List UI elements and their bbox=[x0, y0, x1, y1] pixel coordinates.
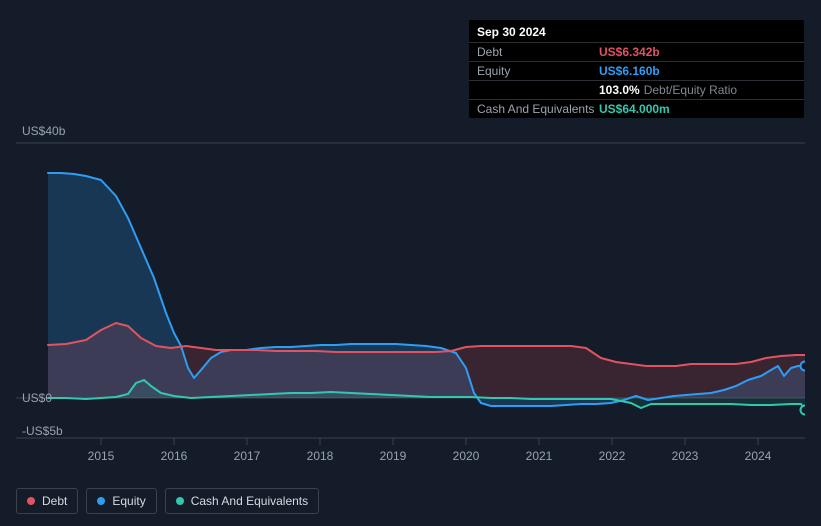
legend-item-equity[interactable]: Equity bbox=[86, 488, 156, 514]
x-axis-label: 2024 bbox=[745, 449, 772, 463]
y-axis-label: -US$5b bbox=[22, 424, 63, 438]
x-axis-label: 2020 bbox=[453, 449, 480, 463]
legend-item-debt[interactable]: Debt bbox=[16, 488, 78, 514]
tooltip-date: Sep 30 2024 bbox=[469, 20, 804, 43]
tooltip-row-value: US$6.160b bbox=[599, 65, 660, 77]
chart-svg bbox=[16, 118, 805, 446]
x-axis-label: 2016 bbox=[161, 449, 188, 463]
tooltip-row-label: Cash And Equivalents bbox=[477, 103, 599, 115]
tooltip-row-extra: Debt/Equity Ratio bbox=[644, 84, 737, 96]
chart-area bbox=[16, 118, 805, 476]
tooltip-row: DebtUS$6.342b bbox=[469, 43, 804, 62]
tooltip-row: 103.0% Debt/Equity Ratio bbox=[469, 81, 804, 100]
x-axis-label: 2019 bbox=[380, 449, 407, 463]
y-axis-label: US$0 bbox=[22, 391, 52, 405]
legend-label: Cash And Equivalents bbox=[191, 494, 308, 508]
legend-label: Equity bbox=[112, 494, 145, 508]
y-axis-label: US$40b bbox=[22, 124, 65, 138]
tooltip-row: Cash And EquivalentsUS$64.000m bbox=[469, 100, 804, 118]
tooltip-row: EquityUS$6.160b bbox=[469, 62, 804, 81]
tooltip-row-value: US$6.342b bbox=[599, 46, 660, 58]
legend-label: Debt bbox=[42, 494, 67, 508]
x-axis-label: 2021 bbox=[526, 449, 553, 463]
x-axis-label: 2018 bbox=[307, 449, 334, 463]
x-axis-label: 2017 bbox=[234, 449, 261, 463]
x-axis-label: 2015 bbox=[88, 449, 115, 463]
legend-item-cash[interactable]: Cash And Equivalents bbox=[165, 488, 319, 514]
legend-dot-icon bbox=[97, 497, 105, 505]
tooltip-row-label: Equity bbox=[477, 65, 599, 77]
tooltip-row-label: Debt bbox=[477, 46, 599, 58]
legend-dot-icon bbox=[27, 497, 35, 505]
tooltip-row-value: 103.0% bbox=[599, 84, 640, 96]
legend: Debt Equity Cash And Equivalents bbox=[16, 488, 319, 514]
tooltip-panel: Sep 30 2024 DebtUS$6.342bEquityUS$6.160b… bbox=[469, 20, 804, 118]
legend-dot-icon bbox=[176, 497, 184, 505]
tooltip-row-value: US$64.000m bbox=[599, 103, 670, 115]
x-axis-label: 2023 bbox=[672, 449, 699, 463]
x-axis-label: 2022 bbox=[599, 449, 626, 463]
